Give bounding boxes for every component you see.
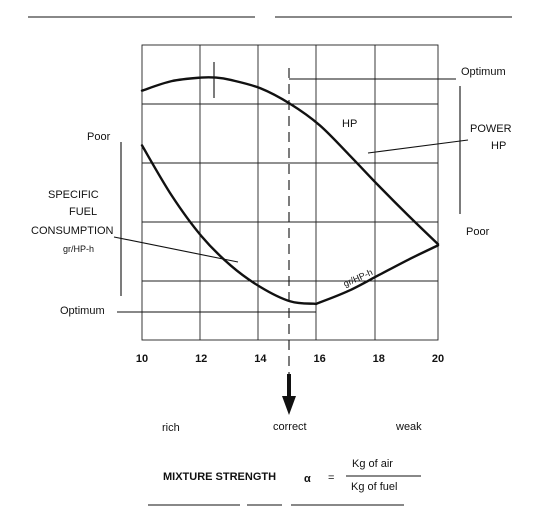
x-tick-label-14: 14 bbox=[254, 353, 267, 365]
denominator-label: Kg of fuel bbox=[351, 481, 397, 493]
weak-label: weak bbox=[395, 421, 422, 433]
numerator-label: Kg of air bbox=[352, 458, 393, 470]
left-optimum-label: Optimum bbox=[60, 305, 105, 317]
x-tick-label-16: 16 bbox=[313, 353, 325, 365]
correct-mixture-arrow bbox=[282, 374, 296, 415]
left-consumption-label: CONSUMPTION bbox=[31, 225, 114, 237]
left-specific-label: SPECIFIC bbox=[48, 189, 99, 201]
chart-texts: 10 12 14 16 18 20 Optimum POWER HP Poor Poor SPECIF… bbox=[31, 66, 512, 493]
chart-grid bbox=[141, 44, 439, 341]
consumption-leader bbox=[113, 236, 239, 263]
top-right-optimum-label: Optimum bbox=[461, 66, 506, 78]
x-tick-label-10: 10 bbox=[136, 353, 148, 365]
chart-curves bbox=[140, 75, 440, 306]
power-leader bbox=[367, 139, 469, 154]
right-hp-label: HP bbox=[491, 140, 506, 152]
mixture-strength-label: MIXTURE STRENGTH bbox=[163, 471, 276, 483]
left-poor-label: Poor bbox=[87, 131, 111, 143]
hp-curve-label: HP bbox=[342, 118, 357, 130]
annotation-lines bbox=[28, 16, 512, 506]
right-poor-label: Poor bbox=[466, 226, 490, 238]
alpha-label: α bbox=[304, 473, 311, 485]
x-tick-label-20: 20 bbox=[432, 353, 444, 365]
equals-label: = bbox=[328, 472, 334, 484]
x-tick-label-12: 12 bbox=[195, 353, 207, 365]
hp-series-line bbox=[140, 75, 440, 246]
left-unit-label: gr/HP-h bbox=[63, 244, 94, 254]
rich-label: rich bbox=[162, 422, 180, 434]
gr-hp-h-series-line bbox=[140, 144, 440, 306]
right-power-label: POWER bbox=[470, 123, 512, 135]
left-fuel-label: FUEL bbox=[69, 206, 97, 218]
plot-frame bbox=[141, 44, 439, 341]
correct-label: correct bbox=[273, 421, 307, 433]
x-tick-label-18: 18 bbox=[373, 353, 385, 365]
